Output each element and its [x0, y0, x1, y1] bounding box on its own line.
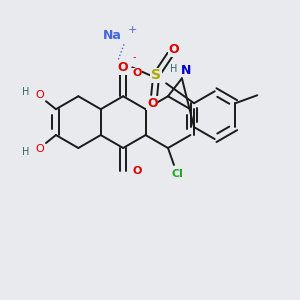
Text: H: H — [22, 87, 30, 97]
Text: O: O — [36, 90, 44, 100]
Text: Cl: Cl — [171, 169, 183, 179]
Text: Na: Na — [103, 29, 122, 42]
Text: O: O — [147, 97, 158, 110]
Text: H: H — [170, 64, 178, 74]
Text: O: O — [169, 43, 179, 56]
Text: O: O — [36, 144, 44, 154]
Text: S: S — [151, 68, 161, 82]
Text: +: + — [128, 25, 137, 34]
Text: -: - — [133, 52, 136, 62]
Text: H: H — [22, 147, 30, 157]
Text: O: O — [132, 166, 142, 176]
Text: N: N — [181, 64, 191, 77]
Text: O: O — [117, 61, 128, 74]
Text: O: O — [132, 68, 142, 79]
